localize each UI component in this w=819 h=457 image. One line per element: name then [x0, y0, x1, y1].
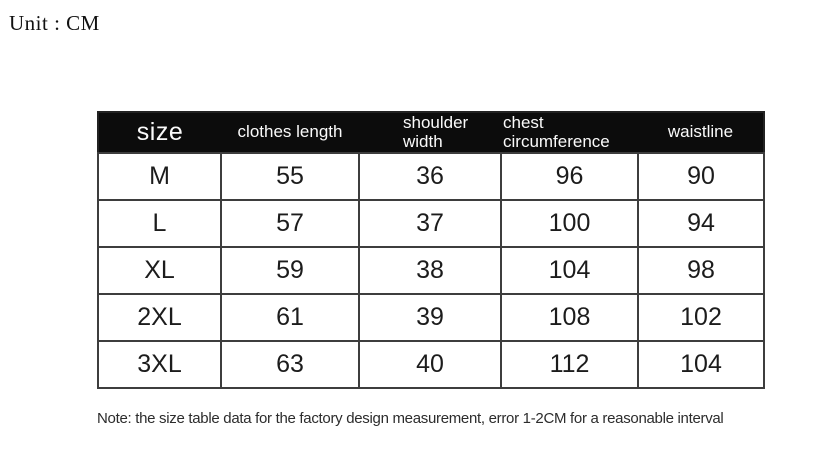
column-header-chest-circumference: chest circumference — [501, 112, 638, 153]
size-table-header: size clothes length shoulder width chest… — [98, 112, 764, 153]
waistline-cell: 94 — [637, 199, 765, 248]
size-table: size clothes length shoulder width chest… — [97, 111, 765, 389]
clothes-length-cell: 63 — [220, 340, 360, 389]
clothes-length-cell: 55 — [220, 152, 360, 201]
size-cell: M — [97, 152, 222, 201]
clothes-length-cell: 57 — [220, 199, 360, 248]
size-cell: 3XL — [97, 340, 222, 389]
waistline-cell: 98 — [637, 246, 765, 295]
unit-label: Unit : CM — [9, 11, 100, 35]
note-text: Note: the size table data for the factor… — [97, 410, 724, 427]
chest-circumference-cell: 112 — [500, 340, 639, 389]
table-row-m: M 55 36 96 90 — [97, 152, 765, 201]
waistline-cell: 90 — [637, 152, 765, 201]
table-row-l: L 57 37 100 94 — [97, 199, 765, 248]
size-cell: 2XL — [97, 293, 222, 342]
column-header-shoulder-width: shoulder width — [359, 112, 501, 153]
shoulder-width-cell: 36 — [358, 152, 502, 201]
waistline-cell: 104 — [637, 340, 765, 389]
shoulder-width-cell: 39 — [358, 293, 502, 342]
chest-circumference-cell: 96 — [500, 152, 639, 201]
waistline-cell: 102 — [637, 293, 765, 342]
column-header-clothes-length: clothes length — [221, 112, 359, 153]
column-header-size: size — [98, 112, 221, 153]
chest-circumference-cell: 104 — [500, 246, 639, 295]
table-row-2xl: 2XL 61 39 108 102 — [97, 293, 765, 342]
size-cell: XL — [97, 246, 222, 295]
table-row-xl: XL 59 38 104 98 — [97, 246, 765, 295]
size-table-body: M 55 36 96 90 L 57 37 100 94 XL 59 38 10… — [97, 152, 765, 389]
chest-circumference-cell: 108 — [500, 293, 639, 342]
chest-circumference-cell: 100 — [500, 199, 639, 248]
shoulder-width-cell: 37 — [358, 199, 502, 248]
shoulder-width-cell: 38 — [358, 246, 502, 295]
header-row: size clothes length shoulder width chest… — [98, 112, 764, 153]
size-cell: L — [97, 199, 222, 248]
clothes-length-cell: 61 — [220, 293, 360, 342]
table-row-3xl: 3XL 63 40 112 104 — [97, 340, 765, 389]
clothes-length-cell: 59 — [220, 246, 360, 295]
column-header-waistline: waistline — [638, 112, 764, 153]
shoulder-width-cell: 40 — [358, 340, 502, 389]
